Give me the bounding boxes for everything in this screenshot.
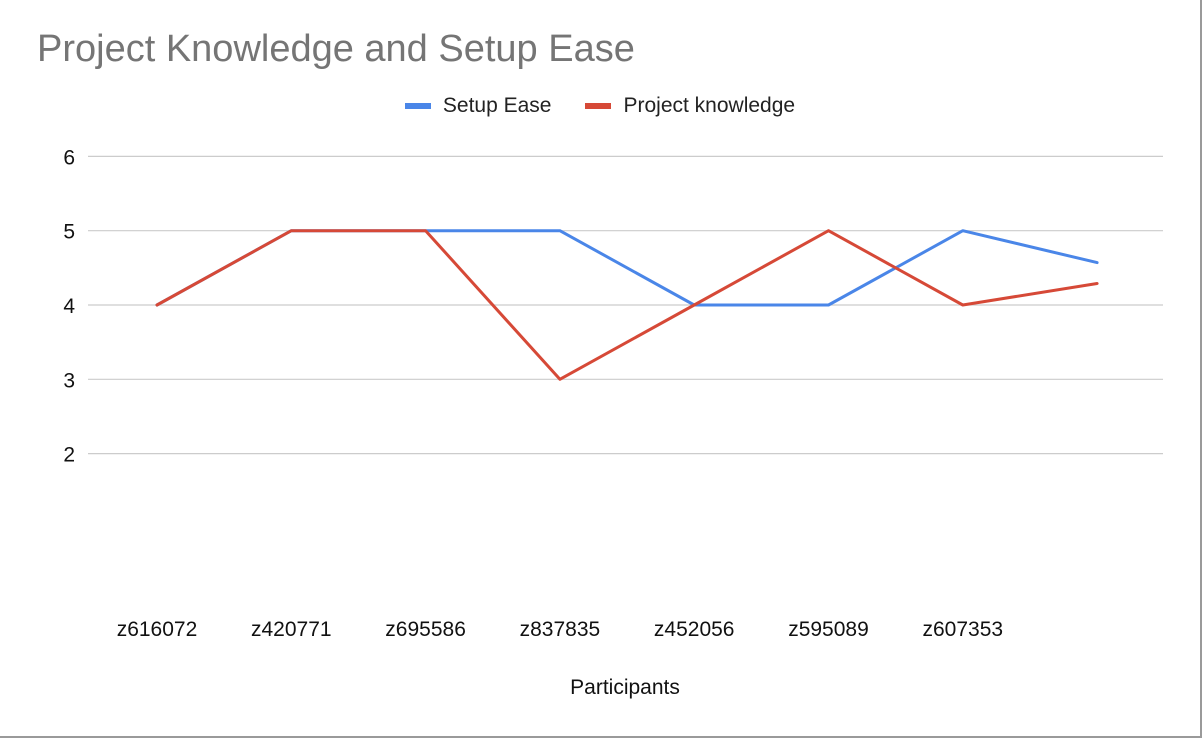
y-tick-label: 2 xyxy=(63,444,75,467)
series-line-project-knowledge xyxy=(155,229,1099,381)
y-tick-labels: 2 3 4 5 6 xyxy=(63,146,75,466)
x-tick-label: z452056 xyxy=(654,618,735,641)
x-axis-title: Participants xyxy=(570,676,680,699)
legend-item-setup-ease: Setup Ease xyxy=(404,94,552,118)
x-tick-label: z837835 xyxy=(520,618,601,641)
x-tick-label: z607353 xyxy=(923,618,1004,641)
x-tick-labels: z616072 z420771 z695586 z837835 z452056 z5950… xyxy=(117,618,1003,641)
legend-swatch-setup-ease xyxy=(404,103,431,109)
x-tick-label: z695586 xyxy=(385,618,466,641)
legend-swatch-project-knowledge xyxy=(585,103,612,109)
x-tick-label: z420771 xyxy=(251,618,332,641)
y-tick-label: 5 xyxy=(63,221,75,244)
y-tick-label: 4 xyxy=(63,295,75,318)
grid-lines xyxy=(88,155,1163,455)
legend-item-project-knowledge: Project knowledge xyxy=(585,94,795,118)
y-tick-label: 3 xyxy=(63,369,75,392)
chart-title: Project Knowledge and Setup Ease xyxy=(37,28,635,70)
y-tick-label: 6 xyxy=(63,146,75,169)
legend-label-setup-ease: Setup Ease xyxy=(442,94,552,117)
chart-legend: Setup Ease Project knowledge xyxy=(0,94,1200,118)
x-tick-label: z595089 xyxy=(788,618,869,641)
legend-label-project-knowledge: Project knowledge xyxy=(623,94,796,117)
x-tick-label: z616072 xyxy=(117,618,198,641)
series-lines xyxy=(155,229,1099,381)
series-line-setup-ease xyxy=(155,229,1099,307)
